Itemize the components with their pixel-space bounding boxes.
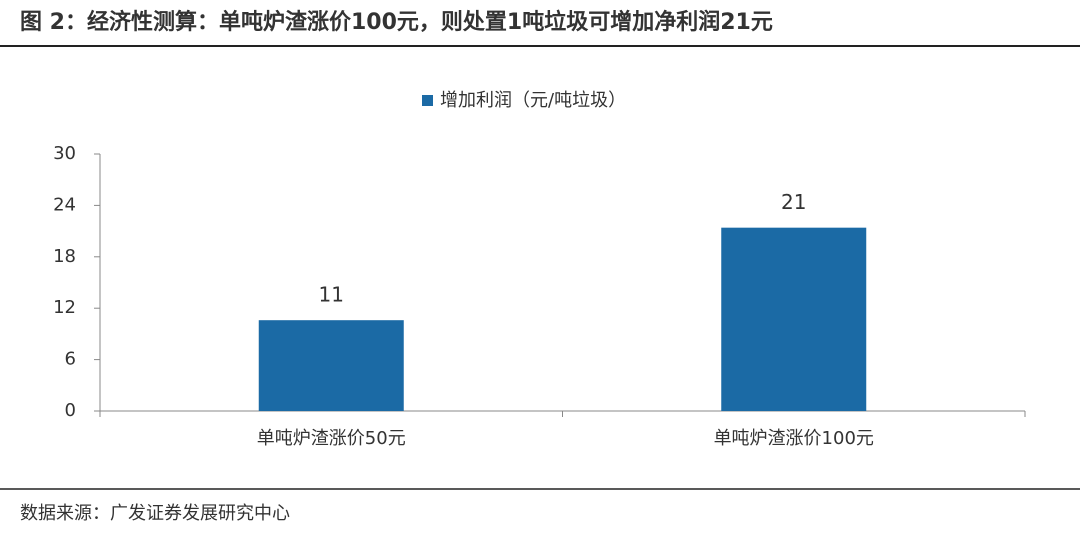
y-tick-label: 12: [53, 297, 76, 318]
y-tick-label: 6: [65, 349, 76, 370]
data-label: 21: [781, 190, 806, 214]
chart-title: 图 2：经济性测算：单吨炉渣涨价100元，则处置1吨垃圾可增加净利润21元: [20, 9, 773, 35]
y-tick-label: 0: [65, 400, 76, 421]
legend-label: 增加利润（元/吨垃圾）: [440, 90, 626, 111]
source: 数据来源：广发证券发展研究中心: [20, 503, 290, 524]
x-tick-label: 单吨炉渣涨价50元: [257, 428, 406, 449]
bar: [258, 320, 404, 411]
bar: [721, 227, 867, 411]
y-tick-label: 18: [53, 246, 76, 267]
x-tick-label: 单吨炉渣涨价100元: [714, 428, 874, 449]
y-tick-label: 24: [53, 194, 76, 215]
data-label: 11: [319, 283, 344, 307]
legend-swatch: [422, 95, 433, 106]
y-tick-label: 30: [53, 143, 76, 164]
